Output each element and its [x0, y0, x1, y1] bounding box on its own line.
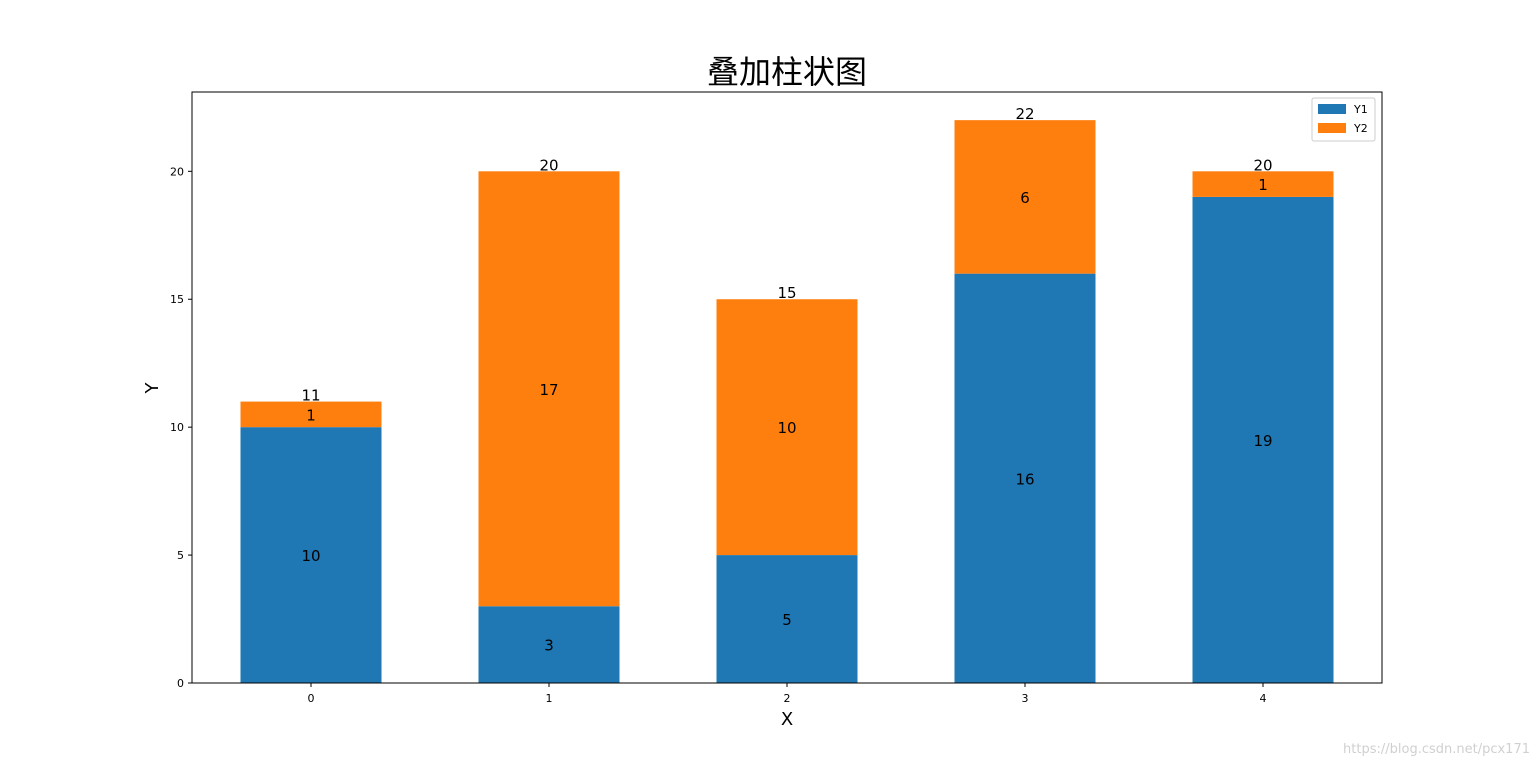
y-axis: 0 5 10 15 20 [170, 165, 192, 690]
x-tick-label: 0 [308, 692, 315, 705]
bar-total-label: 20 [1253, 156, 1272, 174]
bar-total-label: 15 [777, 284, 796, 302]
y-tick-label: 10 [170, 421, 184, 434]
bars-layer [240, 120, 1334, 683]
y-tick-label: 0 [177, 677, 184, 690]
bar-y1-2 [716, 555, 858, 683]
bar-y2-4 [1192, 171, 1334, 197]
x-axis-label: X [781, 709, 793, 730]
bar-y2-1 [478, 171, 620, 607]
legend-label-y1: Y1 [1353, 103, 1368, 116]
y-tick-label: 5 [177, 549, 184, 562]
bar-value-label: 1 [306, 406, 316, 424]
legend-swatch-y2 [1318, 123, 1346, 133]
bar-value-label: 19 [1253, 432, 1272, 450]
bar-value-label: 17 [539, 381, 558, 399]
bar-y1-3 [954, 273, 1096, 683]
bar-y1-1 [478, 606, 620, 683]
bar-total-label: 11 [301, 387, 320, 405]
legend-label-y2: Y2 [1353, 122, 1368, 135]
bar-y2-0 [240, 401, 382, 428]
bar-value-label: 6 [1020, 189, 1030, 207]
bar-y2-3 [954, 120, 1096, 274]
y-axis-label: Y [142, 382, 163, 395]
chart-title: 叠加柱状图 [707, 53, 867, 91]
y-tick-label: 20 [170, 165, 184, 178]
watermark: https://blog.csdn.net/pcx171 [1343, 742, 1530, 757]
x-tick-label: 4 [1260, 692, 1267, 705]
bar-value-label: 5 [782, 611, 792, 629]
bar-value-label: 1 [1258, 176, 1268, 194]
x-tick-label: 3 [1022, 692, 1029, 705]
y-tick-label: 15 [170, 293, 184, 306]
x-tick-label: 2 [784, 692, 791, 705]
bar-y1-4 [1192, 196, 1334, 683]
legend-swatch-y1 [1318, 104, 1346, 114]
x-tick-label: 1 [546, 692, 553, 705]
bar-value-label: 10 [777, 419, 796, 437]
legend: Y1 Y2 [1311, 97, 1376, 142]
bar-y2-2 [716, 299, 858, 556]
bar-total-label: 20 [539, 156, 558, 174]
bar-value-label: 16 [1015, 470, 1034, 488]
bar-total-label: 22 [1015, 105, 1034, 123]
bar-y1-0 [240, 427, 382, 683]
bar-value-label: 3 [544, 637, 554, 655]
x-axis: 0 1 2 3 4 [308, 683, 1267, 705]
bar-value-label: 10 [301, 547, 320, 565]
